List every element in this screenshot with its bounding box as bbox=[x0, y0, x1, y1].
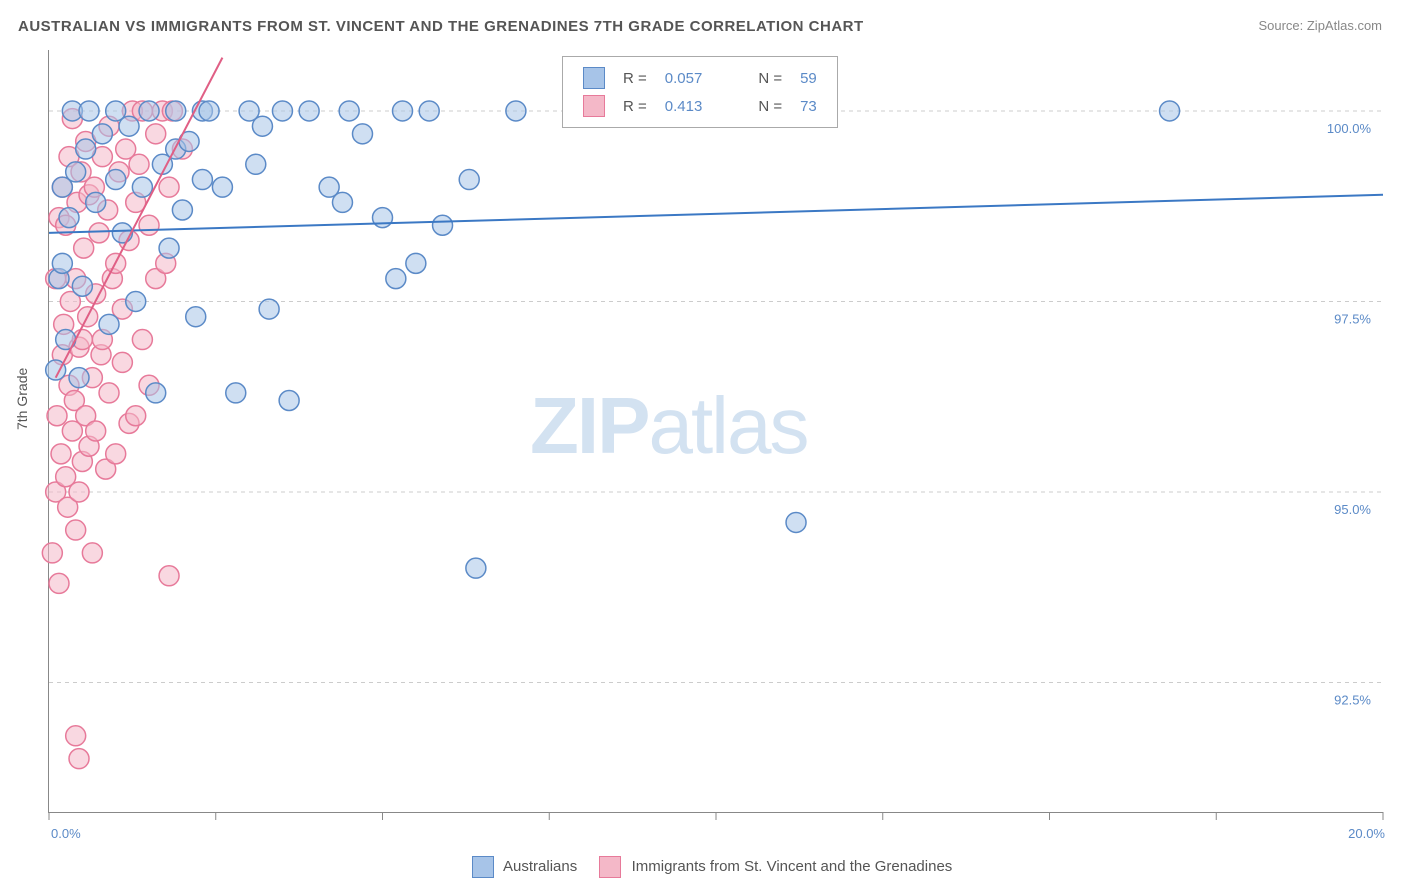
correlation-row: R = 0.057 N = 59 bbox=[575, 65, 825, 91]
chart-container: AUSTRALIAN VS IMMIGRANTS FROM ST. VINCEN… bbox=[0, 0, 1406, 892]
n-value: 73 bbox=[792, 93, 825, 119]
scatter-chart-svg: 92.5%95.0%97.5%100.0%0.0%20.0% bbox=[49, 50, 1383, 812]
svg-text:92.5%: 92.5% bbox=[1334, 692, 1371, 707]
r-value: 0.413 bbox=[657, 93, 711, 119]
r-label: R = bbox=[615, 65, 655, 91]
correlation-box: R = 0.057 N = 59 R = 0.413 N = 73 bbox=[562, 56, 838, 128]
legend-swatch-icon bbox=[583, 67, 605, 89]
r-value: 0.057 bbox=[657, 65, 711, 91]
chart-title: AUSTRALIAN VS IMMIGRANTS FROM ST. VINCEN… bbox=[18, 18, 864, 35]
legend-label: Australians bbox=[503, 858, 577, 875]
legend-swatch-icon bbox=[583, 95, 605, 117]
source-label: Source: ZipAtlas.com bbox=[1258, 18, 1382, 33]
svg-text:100.0%: 100.0% bbox=[1327, 121, 1372, 136]
n-label: N = bbox=[750, 93, 790, 119]
svg-text:20.0%: 20.0% bbox=[1348, 826, 1385, 841]
svg-text:0.0%: 0.0% bbox=[51, 826, 81, 841]
bottom-legend: Australians Immigrants from St. Vincent … bbox=[0, 856, 1406, 878]
svg-text:97.5%: 97.5% bbox=[1334, 311, 1371, 326]
n-label: N = bbox=[750, 65, 790, 91]
plot-area: 92.5%95.0%97.5%100.0%0.0%20.0% bbox=[48, 50, 1383, 813]
correlation-row: R = 0.413 N = 73 bbox=[575, 93, 825, 119]
y-axis-title: 7th Grade bbox=[14, 368, 30, 430]
svg-text:95.0%: 95.0% bbox=[1334, 502, 1371, 517]
legend-swatch-icon bbox=[472, 856, 494, 878]
legend-label: Immigrants from St. Vincent and the Gren… bbox=[632, 858, 953, 875]
r-label: R = bbox=[615, 93, 655, 119]
legend-swatch-icon bbox=[599, 856, 621, 878]
n-value: 59 bbox=[792, 65, 825, 91]
